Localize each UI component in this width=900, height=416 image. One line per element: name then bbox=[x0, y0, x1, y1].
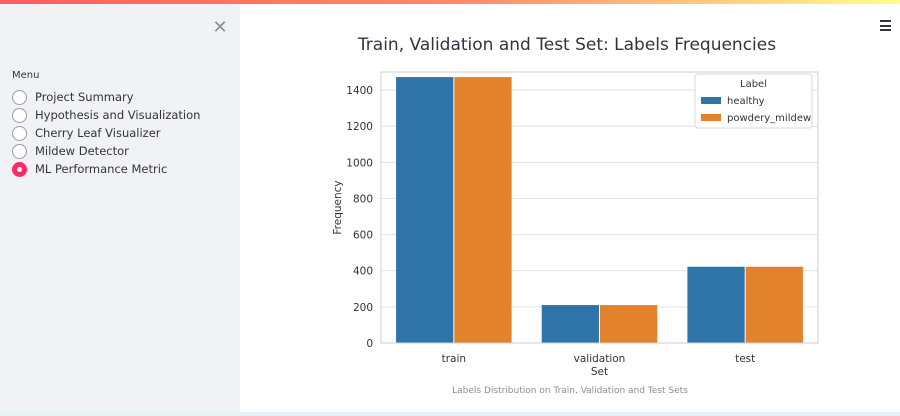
radio-unselected-icon[interactable] bbox=[12, 107, 27, 123]
bar-healthy-train bbox=[396, 77, 454, 344]
legend-swatch-healthy bbox=[701, 97, 721, 104]
x-tick-label: train bbox=[442, 353, 466, 365]
radio-item-mildew-detector[interactable]: Mildew Detector bbox=[12, 142, 129, 160]
radio-label: Hypothesis and Visualization bbox=[35, 108, 201, 122]
y-tick-label: 1400 bbox=[346, 85, 373, 97]
legend-label: powdery_mildew bbox=[727, 113, 811, 124]
bar-healthy-test bbox=[687, 266, 745, 343]
radio-label: ML Performance Metric bbox=[35, 162, 168, 176]
y-tick-label: 1000 bbox=[346, 157, 373, 169]
radio-selected-icon[interactable] bbox=[12, 161, 27, 177]
main-content: Train, Validation and Test Set: Labels F… bbox=[240, 4, 900, 416]
hamburger-menu-icon[interactable] bbox=[880, 20, 892, 32]
chart-title: Train, Validation and Test Set: Labels F… bbox=[357, 35, 776, 55]
legend-title: Label bbox=[740, 79, 767, 90]
x-tick-label: test bbox=[735, 353, 755, 365]
radio-label: Cherry Leaf Visualizer bbox=[35, 126, 161, 140]
bar-chart: Train, Validation and Test Set: Labels F… bbox=[332, 35, 819, 378]
bar-powdery-mildew-test bbox=[745, 266, 803, 343]
y-tick-label: 400 bbox=[353, 266, 373, 278]
radio-label: Project Summary bbox=[35, 90, 134, 104]
y-tick-label: 600 bbox=[353, 230, 373, 242]
radio-unselected-icon[interactable] bbox=[12, 143, 27, 159]
legend-swatch-powdery-mildew bbox=[701, 114, 721, 121]
radio-unselected-icon[interactable] bbox=[12, 89, 27, 105]
x-axis-label: Set bbox=[591, 366, 608, 378]
bar-powdery-mildew-validation bbox=[600, 305, 658, 343]
y-tick-label: 800 bbox=[353, 193, 373, 205]
y-tick-label: 1200 bbox=[346, 121, 373, 133]
legend-label: healthy bbox=[727, 96, 765, 107]
plot-frame bbox=[380, 71, 819, 344]
x-tick-label: validation bbox=[574, 353, 626, 365]
radio-item-project-summary[interactable]: Project Summary bbox=[12, 88, 134, 106]
bar-powdery-mildew-train bbox=[454, 77, 512, 344]
radio-label: Mildew Detector bbox=[35, 144, 129, 158]
radio-item-ml-performance[interactable]: ML Performance Metric bbox=[12, 160, 167, 178]
bar-healthy-validation bbox=[541, 305, 599, 343]
y-axis-label: Frequency bbox=[332, 180, 344, 234]
radio-unselected-icon[interactable] bbox=[12, 125, 27, 141]
legend-box bbox=[694, 73, 813, 129]
sidebar: ✕ Menu Project Summary Hypothesis and Vi… bbox=[0, 4, 240, 416]
radio-item-cherry-leaf-visualizer[interactable]: Cherry Leaf Visualizer bbox=[12, 124, 161, 142]
top-decoration-bar bbox=[0, 0, 900, 4]
bottom-decoration-bar bbox=[0, 412, 900, 416]
y-tick-label: 200 bbox=[353, 302, 373, 314]
close-icon[interactable]: ✕ bbox=[212, 17, 228, 38]
radio-item-hypothesis[interactable]: Hypothesis and Visualization bbox=[12, 106, 200, 124]
chart-caption: Labels Distribution on Train, Validation… bbox=[452, 386, 688, 396]
menu-label: Menu bbox=[12, 70, 40, 81]
y-tick-label: 0 bbox=[366, 338, 373, 350]
